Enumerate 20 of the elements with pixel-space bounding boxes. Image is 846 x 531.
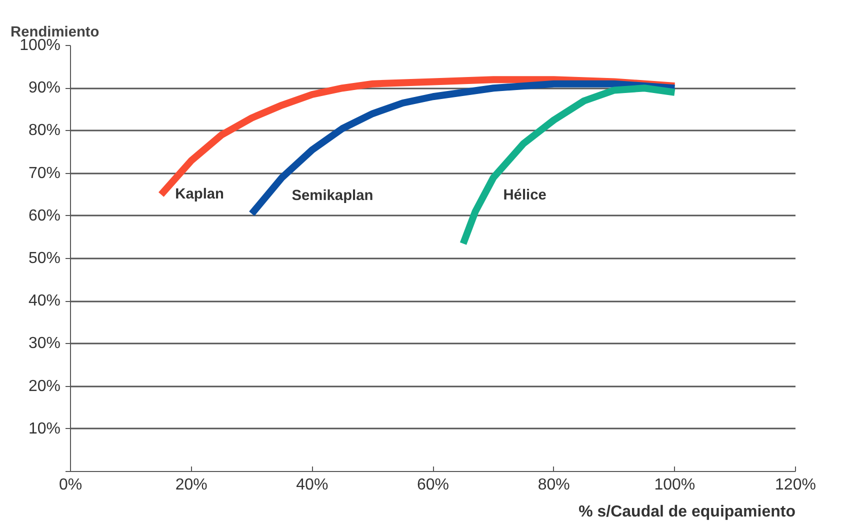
series-label: Kaplan [175, 186, 224, 203]
x-tick-label: 80% [538, 476, 570, 494]
x-axis-title: % s/Caudal de equipamiento [578, 504, 796, 520]
y-tick-label: 50% [28, 250, 61, 267]
x-tick-label: 120% [775, 476, 816, 494]
y-tick-label: 20% [28, 378, 61, 395]
y-tick-label: 70% [28, 164, 61, 182]
series-label: Hélice [503, 188, 546, 204]
x-tick-label: 60% [416, 476, 450, 494]
series-label: Semikaplan [292, 188, 374, 204]
y-tick-label: 60% [28, 207, 61, 224]
x-tick-label: 20% [175, 476, 208, 494]
y-tick-label: 90% [28, 80, 61, 97]
y-tick-label: 80% [28, 122, 61, 140]
x-tick-label: 40% [296, 476, 328, 494]
y-tick-label: 40% [28, 292, 61, 310]
y-tick-label: 10% [28, 420, 61, 438]
x-tick-label: 100% [654, 476, 696, 494]
y-tick-label: 30% [28, 335, 61, 352]
x-tick-label: 0% [58, 476, 82, 494]
